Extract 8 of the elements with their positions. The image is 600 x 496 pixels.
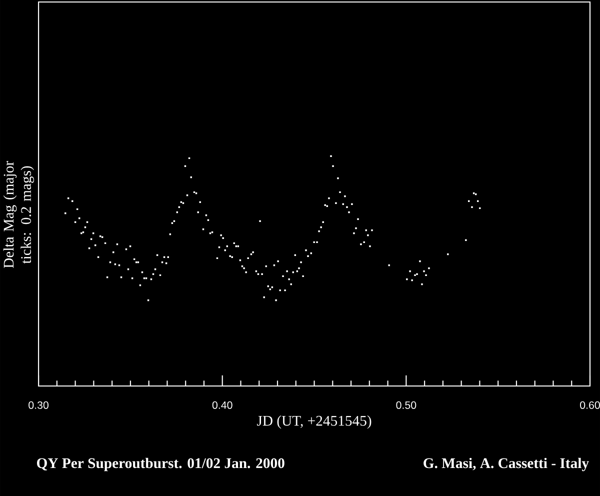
x-tick-label: 0.30 bbox=[28, 401, 49, 409]
x-axis-title: JD (UT, +2451545) bbox=[257, 415, 372, 429]
x-tick-label: 0.60 bbox=[580, 401, 600, 409]
y-axis-title: Delta Mag (major ticks: 0.2 mags) bbox=[3, 161, 34, 268]
x-tick-label: 0.50 bbox=[396, 401, 416, 409]
text: QY Per Superoutburst. 01/02 Jan. 2000 bbox=[36, 458, 284, 472]
x-tick-label: 0.40 bbox=[212, 401, 232, 409]
text: G. Masi, A. Cassetti - Italy bbox=[424, 458, 589, 472]
